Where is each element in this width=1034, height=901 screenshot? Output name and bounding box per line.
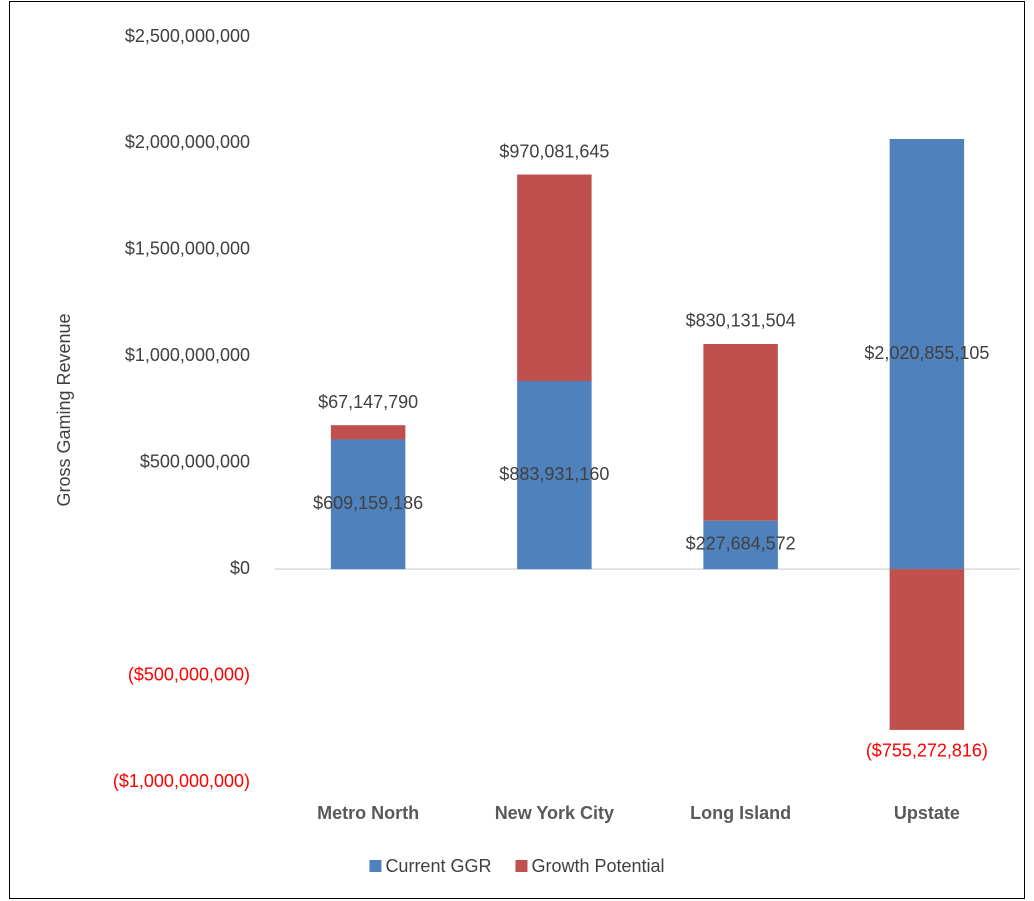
y-tick-label: $2,000,000,000 (125, 132, 250, 152)
legend-label: Current GGR (385, 856, 491, 876)
legend-label: Growth Potential (531, 856, 664, 876)
legend-item: Growth Potential (515, 856, 665, 876)
bar-segment (330, 425, 406, 440)
data-label: ($755,272,816) (866, 741, 988, 761)
data-label: $67,147,790 (318, 392, 418, 412)
bar-segment (517, 174, 592, 381)
legend-swatch (369, 860, 382, 872)
bar-segment (330, 439, 406, 570)
x-tick-label: Long Island (690, 803, 791, 823)
x-tick-label: Metro North (317, 803, 419, 823)
y-axis-title: Gross Gaming Revenue (54, 313, 74, 506)
y-tick-label: $0 (230, 558, 250, 578)
y-tick-label: $2,500,000,000 (125, 26, 250, 46)
data-label: $883,931,160 (499, 464, 609, 484)
y-tick-label: ($500,000,000) (128, 664, 250, 684)
y-tick-label: ($1,000,000,000) (113, 771, 250, 791)
data-label: $609,159,186 (313, 493, 423, 513)
data-label: $830,131,504 (686, 311, 796, 331)
chart-border (9, 1, 1025, 899)
bar-segment (703, 520, 778, 570)
legend-item: Current GGR (369, 856, 491, 876)
y-tick-label: $1,500,000,000 (125, 239, 250, 259)
x-tick-label: Upstate (894, 803, 960, 823)
data-label: $227,684,572 (686, 534, 796, 554)
legend-swatch (515, 860, 528, 872)
x-tick-label: New York City (495, 803, 614, 823)
bar-segment (517, 380, 592, 570)
y-tick-label: $1,000,000,000 (125, 345, 250, 365)
data-label: $2,020,855,105 (864, 343, 989, 363)
data-label: $970,081,645 (499, 141, 609, 161)
y-tick-label: $500,000,000 (140, 451, 250, 471)
bar-segment (889, 138, 965, 570)
bar-segment (703, 343, 778, 521)
bar-segment (889, 569, 965, 730)
